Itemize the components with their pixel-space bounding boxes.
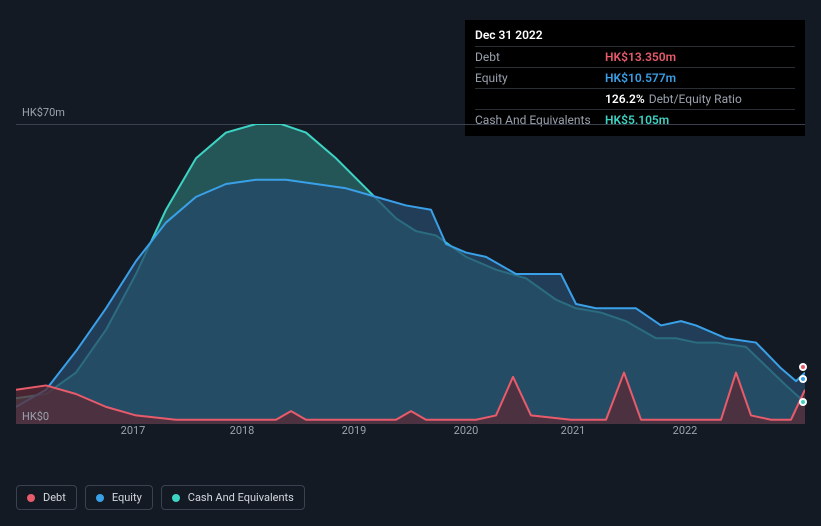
- legend-item[interactable]: Equity: [85, 485, 153, 510]
- tooltip-row-label: [475, 92, 605, 106]
- legend-item[interactable]: Cash And Equivalents: [161, 485, 305, 510]
- chart-tooltip: Dec 31 2022 DebtHK$13.350mEquityHK$10.57…: [465, 20, 805, 136]
- debt-equity-chart: HK$70m HK$0 201720182019202020212022: [16, 124, 805, 480]
- x-axis-tick-label: 2022: [673, 424, 698, 437]
- legend-item[interactable]: Debt: [16, 485, 77, 510]
- series-end-marker: [799, 363, 807, 371]
- series-end-marker: [799, 375, 807, 383]
- legend-dot-icon: [172, 494, 180, 502]
- tooltip-row-value: 126.2%Debt/Equity Ratio: [605, 92, 742, 106]
- tooltip-row-value: HK$13.350m: [605, 50, 676, 64]
- legend-item-label: Debt: [43, 491, 66, 504]
- y-axis-bottom-label: HK$0: [22, 410, 49, 423]
- series-area: [16, 180, 805, 424]
- series-end-marker: [799, 398, 807, 406]
- x-axis-tick-label: 2021: [561, 424, 586, 437]
- x-axis-tick-label: 2019: [342, 424, 367, 437]
- legend-item-label: Equity: [112, 491, 142, 504]
- tooltip-date: Dec 31 2022: [475, 26, 795, 46]
- tooltip-row-suffix: Debt/Equity Ratio: [649, 92, 742, 106]
- x-axis-tick-label: 2018: [230, 424, 255, 437]
- x-axis-tick-label: 2020: [454, 424, 479, 437]
- x-axis-ticks: 2017 2018 2019 2020 2021 2022: [16, 424, 805, 440]
- chart-plot-area[interactable]: [16, 124, 805, 424]
- tooltip-row-label: Debt: [475, 50, 605, 64]
- tooltip-row: EquityHK$10.577m: [475, 67, 795, 88]
- tooltip-row: DebtHK$13.350m: [475, 46, 795, 67]
- tooltip-row-value: HK$10.577m: [605, 71, 676, 85]
- y-axis-top-label: HK$70m: [22, 106, 65, 119]
- tooltip-row-label: Equity: [475, 71, 605, 85]
- legend-dot-icon: [96, 494, 104, 502]
- chart-legend: Debt Equity Cash And Equivalents: [16, 485, 305, 510]
- x-axis-tick-label: 2017: [121, 424, 146, 437]
- legend-item-label: Cash And Equivalents: [188, 491, 294, 504]
- legend-dot-icon: [27, 494, 35, 502]
- tooltip-row: 126.2%Debt/Equity Ratio: [475, 88, 795, 109]
